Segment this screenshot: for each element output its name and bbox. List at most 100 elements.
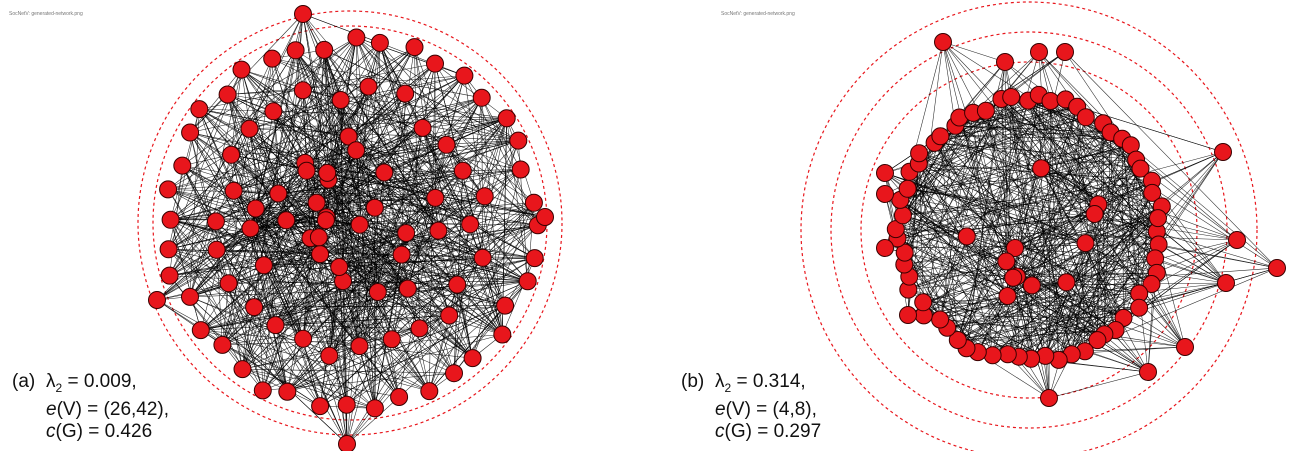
edge (275, 325, 288, 392)
network-node (245, 298, 264, 317)
edge (429, 284, 458, 392)
edge (278, 169, 521, 194)
edge (355, 63, 436, 151)
edge (918, 163, 1032, 359)
edge (918, 163, 1095, 215)
edge (1027, 100, 1095, 215)
edge (966, 282, 1227, 349)
edge (156, 228, 251, 301)
edge (1058, 159, 1137, 360)
network-node (426, 54, 444, 73)
edge (168, 249, 255, 308)
edge (959, 117, 1157, 232)
edge (940, 135, 1159, 219)
network-node (472, 88, 491, 107)
network-node (148, 291, 166, 309)
network-node (316, 211, 335, 230)
edge (287, 224, 471, 392)
edge (325, 219, 471, 225)
network-node (455, 66, 474, 85)
edge (302, 90, 439, 231)
network-node (390, 388, 409, 406)
network-node (1004, 268, 1023, 287)
edge (1076, 106, 1086, 352)
edge (263, 254, 402, 266)
edge (287, 144, 447, 392)
edge (904, 125, 956, 265)
edge (168, 249, 288, 392)
network-node (1040, 389, 1058, 407)
network-node (375, 163, 394, 182)
edge (230, 69, 242, 155)
edge (977, 295, 1008, 353)
edge (255, 208, 321, 407)
edge (255, 197, 436, 209)
network-node (339, 127, 358, 146)
edge (1122, 138, 1278, 269)
edge (909, 171, 993, 356)
network-node (957, 227, 976, 246)
edge (1014, 180, 1153, 249)
network-node (330, 258, 349, 276)
edge (170, 219, 340, 268)
network-node (996, 53, 1014, 71)
edge (1158, 151, 1224, 245)
edge (271, 58, 279, 194)
edge (902, 215, 1046, 357)
edge (481, 97, 483, 258)
network-node (410, 319, 429, 338)
edge (170, 179, 329, 221)
network-node (876, 239, 894, 257)
edge (263, 265, 348, 445)
edge (966, 138, 1123, 349)
network-node (463, 349, 482, 368)
edge (263, 265, 528, 282)
edge (957, 244, 1159, 341)
network-node (232, 60, 251, 79)
edge (1050, 100, 1159, 245)
network-node (365, 198, 384, 217)
edge (453, 305, 506, 374)
network-node (1142, 275, 1161, 293)
edge (227, 94, 473, 359)
distance-ring (137, 10, 563, 436)
network-node (998, 345, 1017, 364)
network-node (338, 435, 356, 451)
edge (897, 132, 1111, 239)
edge (957, 261, 1007, 341)
edge (233, 162, 306, 191)
nodes (876, 33, 1286, 407)
eccentricity-value: (V) = (4,8), (725, 398, 817, 420)
edge (278, 193, 408, 289)
edge (255, 208, 400, 398)
edge (966, 236, 1157, 274)
edge (348, 75, 465, 137)
edge (271, 58, 306, 163)
edge (957, 168, 1042, 341)
distance-ring (860, 61, 1198, 399)
network-node (1056, 43, 1074, 61)
edge (897, 99, 1066, 239)
edge (262, 338, 304, 391)
network-node (998, 287, 1017, 305)
network-graph-a (137, 5, 563, 451)
edge (222, 37, 357, 346)
edge (429, 118, 507, 392)
network-node (948, 331, 967, 349)
network-node (934, 33, 952, 51)
edge (250, 228, 276, 326)
edge (897, 238, 1105, 335)
edge (384, 63, 436, 173)
edge (1098, 151, 1224, 205)
network-graph-b (800, 1, 1286, 451)
caption-b: (b) λ2 = 0.314, e(V) = (4,8), c(G) = 0.29… (681, 371, 821, 443)
edge (249, 75, 465, 130)
edge (934, 142, 1159, 245)
edge (909, 276, 1105, 335)
network-node (1076, 234, 1095, 253)
network-node (159, 240, 178, 259)
network-node (307, 193, 326, 212)
network-node (983, 346, 1002, 365)
edge (216, 249, 223, 345)
edge (1156, 272, 1227, 284)
